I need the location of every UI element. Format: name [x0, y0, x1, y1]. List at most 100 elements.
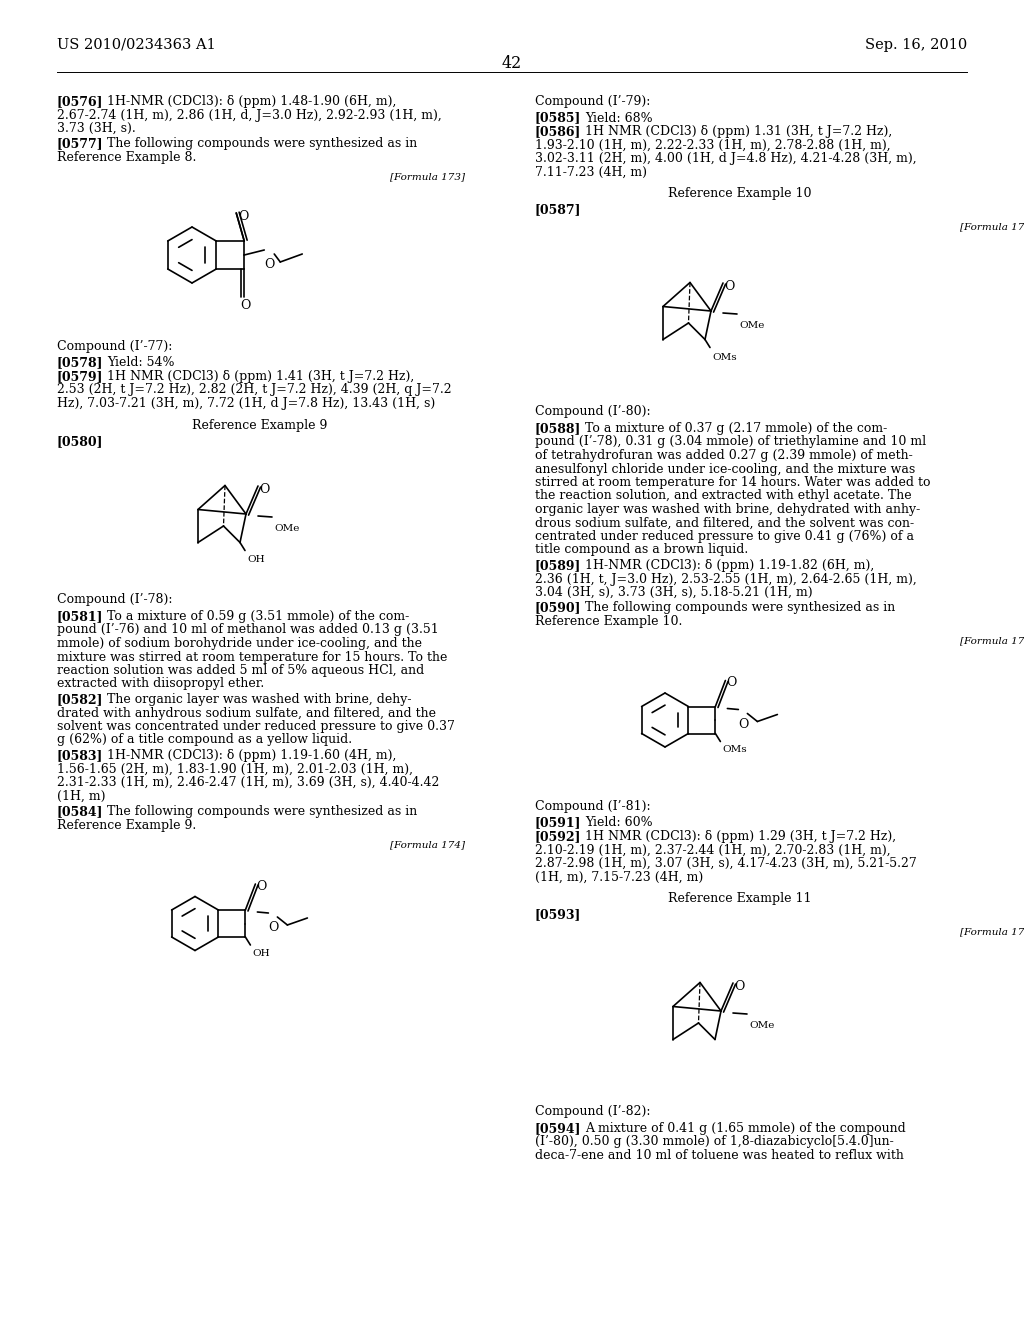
Text: OMe: OMe: [749, 1020, 774, 1030]
Text: [0583]: [0583]: [57, 748, 103, 762]
Text: Yield: 60%: Yield: 60%: [585, 817, 652, 829]
Text: [0576]: [0576]: [57, 95, 103, 108]
Text: 42: 42: [502, 55, 522, 73]
Text: stirred at room temperature for 14 hours. Water was added to: stirred at room temperature for 14 hours…: [535, 477, 931, 488]
Text: drous sodium sulfate, and filtered, and the solvent was con-: drous sodium sulfate, and filtered, and …: [535, 516, 914, 529]
Text: 7.11-7.23 (4H, m): 7.11-7.23 (4H, m): [535, 165, 647, 178]
Text: [0584]: [0584]: [57, 805, 103, 818]
Text: 1H-NMR (CDCl3): δ (ppm) 1.19-1.60 (4H, m),: 1H-NMR (CDCl3): δ (ppm) 1.19-1.60 (4H, m…: [106, 748, 396, 762]
Text: The organic layer was washed with brine, dehy-: The organic layer was washed with brine,…: [106, 693, 412, 706]
Text: [0578]: [0578]: [57, 356, 103, 370]
Text: [0587]: [0587]: [535, 203, 582, 216]
Text: [0592]: [0592]: [535, 830, 582, 843]
Text: the reaction solution, and extracted with ethyl acetate. The: the reaction solution, and extracted wit…: [535, 490, 911, 503]
Text: The following compounds were synthesized as in: The following compounds were synthesized…: [585, 602, 895, 615]
Text: OMe: OMe: [274, 524, 299, 533]
Text: 1H-NMR (CDCl3): δ (ppm) 1.48-1.90 (6H, m),: 1H-NMR (CDCl3): δ (ppm) 1.48-1.90 (6H, m…: [106, 95, 396, 108]
Text: O: O: [264, 257, 274, 271]
Text: 2.36 (1H, t, J=3.0 Hz), 2.53-2.55 (1H, m), 2.64-2.65 (1H, m),: 2.36 (1H, t, J=3.0 Hz), 2.53-2.55 (1H, m…: [535, 573, 916, 586]
Text: (I’-80), 0.50 g (3.30 mmole) of 1,8-diazabicyclo[5.4.0]un-: (I’-80), 0.50 g (3.30 mmole) of 1,8-diaz…: [535, 1135, 894, 1148]
Text: O: O: [726, 676, 736, 689]
Text: 1H NMR (CDCl3) δ (ppm) 1.41 (3H, t J=7.2 Hz),: 1H NMR (CDCl3) δ (ppm) 1.41 (3H, t J=7.2…: [106, 370, 415, 383]
Text: Sep. 16, 2010: Sep. 16, 2010: [864, 38, 967, 51]
Text: 1.93-2.10 (1H, m), 2.22-2.33 (1H, m), 2.78-2.88 (1H, m),: 1.93-2.10 (1H, m), 2.22-2.33 (1H, m), 2.…: [535, 139, 891, 152]
Text: Compound (I’-80):: Compound (I’-80):: [535, 405, 650, 418]
Text: O: O: [239, 210, 249, 223]
Text: OMs: OMs: [722, 746, 746, 755]
Text: 1H NMR (CDCl3) δ (ppm) 1.31 (3H, t J=7.2 Hz),: 1H NMR (CDCl3) δ (ppm) 1.31 (3H, t J=7.2…: [585, 125, 892, 139]
Text: [0590]: [0590]: [535, 602, 582, 615]
Text: [0581]: [0581]: [57, 610, 103, 623]
Text: The following compounds were synthesized as in: The following compounds were synthesized…: [106, 805, 417, 818]
Text: 3.73 (3H, s).: 3.73 (3H, s).: [57, 121, 136, 135]
Text: [0591]: [0591]: [535, 817, 582, 829]
Text: [Formula 176]: [Formula 176]: [961, 636, 1024, 645]
Text: [0579]: [0579]: [57, 370, 103, 383]
Text: Reference Example 10.: Reference Example 10.: [535, 615, 682, 628]
Text: drated with anhydrous sodium sulfate, and filtered, and the: drated with anhydrous sodium sulfate, an…: [57, 706, 436, 719]
Text: deca-7-ene and 10 ml of toluene was heated to reflux with: deca-7-ene and 10 ml of toluene was heat…: [535, 1148, 904, 1162]
Text: Reference Example 10: Reference Example 10: [669, 187, 812, 201]
Text: [0585]: [0585]: [535, 111, 582, 124]
Text: [0593]: [0593]: [535, 908, 582, 921]
Text: reaction solution was added 5 ml of 5% aqueous HCl, and: reaction solution was added 5 ml of 5% a…: [57, 664, 424, 677]
Text: O: O: [734, 979, 744, 993]
Text: Compound (I’-78):: Compound (I’-78):: [57, 594, 172, 606]
Text: pound (I’-76) and 10 ml of methanol was added 0.13 g (3.51: pound (I’-76) and 10 ml of methanol was …: [57, 623, 438, 636]
Text: O: O: [724, 280, 734, 293]
Text: 1H NMR (CDCl3): δ (ppm) 1.29 (3H, t J=7.2 Hz),: 1H NMR (CDCl3): δ (ppm) 1.29 (3H, t J=7.…: [585, 830, 896, 843]
Text: anesulfonyl chloride under ice-cooling, and the mixture was: anesulfonyl chloride under ice-cooling, …: [535, 462, 915, 475]
Text: mmole) of sodium borohydride under ice-cooling, and the: mmole) of sodium borohydride under ice-c…: [57, 638, 422, 649]
Text: 2.67-2.74 (1H, m), 2.86 (1H, d, J=3.0 Hz), 2.92-2.93 (1H, m),: 2.67-2.74 (1H, m), 2.86 (1H, d, J=3.0 Hz…: [57, 108, 441, 121]
Text: Hz), 7.03-7.21 (3H, m), 7.72 (1H, d J=7.8 Hz), 13.43 (1H, s): Hz), 7.03-7.21 (3H, m), 7.72 (1H, d J=7.…: [57, 397, 435, 411]
Text: (1H, m), 7.15-7.23 (4H, m): (1H, m), 7.15-7.23 (4H, m): [535, 870, 703, 883]
Text: mixture was stirred at room temperature for 15 hours. To the: mixture was stirred at room temperature …: [57, 651, 447, 664]
Text: (1H, m): (1H, m): [57, 789, 105, 803]
Text: Reference Example 8.: Reference Example 8.: [57, 150, 197, 164]
Text: O: O: [738, 718, 749, 730]
Text: centrated under reduced pressure to give 0.41 g (76%) of a: centrated under reduced pressure to give…: [535, 531, 914, 543]
Text: 2.10-2.19 (1H, m), 2.37-2.44 (1H, m), 2.70-2.83 (1H, m),: 2.10-2.19 (1H, m), 2.37-2.44 (1H, m), 2.…: [535, 843, 891, 857]
Text: OH: OH: [247, 556, 264, 565]
Text: O: O: [268, 921, 279, 935]
Text: Compound (I’-82):: Compound (I’-82):: [535, 1106, 650, 1118]
Text: 2.87-2.98 (1H, m), 3.07 (3H, s), 4.17-4.23 (3H, m), 5.21-5.27: 2.87-2.98 (1H, m), 3.07 (3H, s), 4.17-4.…: [535, 857, 916, 870]
Text: of tetrahydrofuran was added 0.27 g (2.39 mmole) of meth-: of tetrahydrofuran was added 0.27 g (2.3…: [535, 449, 912, 462]
Text: OH: OH: [252, 949, 270, 958]
Text: OMe: OMe: [739, 321, 764, 330]
Text: [0582]: [0582]: [57, 693, 103, 706]
Text: extracted with diisopropyl ether.: extracted with diisopropyl ether.: [57, 677, 264, 690]
Text: [Formula 174]: [Formula 174]: [390, 840, 465, 849]
Text: [0577]: [0577]: [57, 137, 103, 150]
Text: 3.02-3.11 (2H, m), 4.00 (1H, d J=4.8 Hz), 4.21-4.28 (3H, m),: 3.02-3.11 (2H, m), 4.00 (1H, d J=4.8 Hz)…: [535, 152, 916, 165]
Text: 3.04 (3H, s), 3.73 (3H, s), 5.18-5.21 (1H, m): 3.04 (3H, s), 3.73 (3H, s), 5.18-5.21 (1…: [535, 586, 813, 599]
Text: 1.56-1.65 (2H, m), 1.83-1.90 (1H, m), 2.01-2.03 (1H, m),: 1.56-1.65 (2H, m), 1.83-1.90 (1H, m), 2.…: [57, 763, 413, 776]
Text: O: O: [259, 483, 269, 496]
Text: Reference Example 9: Reference Example 9: [193, 418, 328, 432]
Text: US 2010/0234363 A1: US 2010/0234363 A1: [57, 38, 216, 51]
Text: O: O: [256, 880, 267, 894]
Text: pound (I’-78), 0.31 g (3.04 mmole) of triethylamine and 10 ml: pound (I’-78), 0.31 g (3.04 mmole) of tr…: [535, 436, 926, 449]
Text: [Formula 173]: [Formula 173]: [390, 173, 465, 181]
Text: Compound (I’-81):: Compound (I’-81):: [535, 800, 650, 813]
Text: [Formula 177]: [Formula 177]: [961, 927, 1024, 936]
Text: Compound (I’-77):: Compound (I’-77):: [57, 341, 172, 352]
Text: Compound (I’-79):: Compound (I’-79):: [535, 95, 650, 108]
Text: To a mixture of 0.59 g (3.51 mmole) of the com-: To a mixture of 0.59 g (3.51 mmole) of t…: [106, 610, 410, 623]
Text: 1H-NMR (CDCl3): δ (ppm) 1.19-1.82 (6H, m),: 1H-NMR (CDCl3): δ (ppm) 1.19-1.82 (6H, m…: [585, 558, 874, 572]
Text: O: O: [241, 300, 251, 312]
Text: [0586]: [0586]: [535, 125, 582, 139]
Text: [0589]: [0589]: [535, 558, 582, 572]
Text: Reference Example 11: Reference Example 11: [669, 892, 812, 906]
Text: organic layer was washed with brine, dehydrated with anhy-: organic layer was washed with brine, deh…: [535, 503, 921, 516]
Text: [0594]: [0594]: [535, 1122, 582, 1135]
Text: [Formula 175]: [Formula 175]: [961, 222, 1024, 231]
Text: Yield: 68%: Yield: 68%: [585, 111, 652, 124]
Text: 2.31-2.33 (1H, m), 2.46-2.47 (1H, m), 3.69 (3H, s), 4.40-4.42: 2.31-2.33 (1H, m), 2.46-2.47 (1H, m), 3.…: [57, 776, 439, 789]
Text: The following compounds were synthesized as in: The following compounds were synthesized…: [106, 137, 417, 150]
Text: A mixture of 0.41 g (1.65 mmole) of the compound: A mixture of 0.41 g (1.65 mmole) of the …: [585, 1122, 906, 1135]
Text: [0580]: [0580]: [57, 436, 103, 447]
Text: g (62%) of a title compound as a yellow liquid.: g (62%) of a title compound as a yellow …: [57, 734, 352, 747]
Text: solvent was concentrated under reduced pressure to give 0.37: solvent was concentrated under reduced p…: [57, 719, 455, 733]
Text: Yield: 54%: Yield: 54%: [106, 356, 174, 370]
